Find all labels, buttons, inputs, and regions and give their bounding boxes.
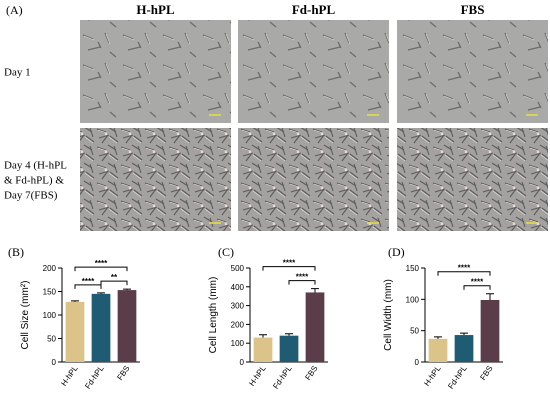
row-label: Day 1 [4,67,31,79]
y-tick-label: 100 [43,311,57,320]
error-bar [71,300,79,302]
y-tick-label: 50 [410,327,419,336]
significance-label: **** [458,264,471,273]
x-tick-label: Fd-hPL [271,364,294,391]
row-label: Day 4 (H-hPL [4,160,67,172]
bar [305,292,325,362]
micrograph [397,20,548,123]
error-bar [434,336,442,339]
y-tick-label: 100 [406,295,420,304]
row-label: & Fd-hPL) & [4,175,64,187]
bar [428,338,448,362]
error-bar [123,288,131,291]
column-header: Fd-hPL [292,2,336,17]
y-tick-label: 400 [231,283,245,292]
significance-label: ** [111,273,118,282]
significance-label: **** [82,277,95,286]
x-tick-label: FBS [478,364,494,382]
y-tick-label: 0 [240,358,245,367]
y-tick-label: 300 [231,302,245,311]
x-tick-label: H-hPL [59,364,80,388]
micrograph [238,20,389,123]
panel-label: (C) [218,245,234,259]
y-tick-label: 150 [406,264,420,273]
significance-bracket [288,280,316,285]
micrograph [397,128,548,231]
error-bar [311,288,319,293]
y-tick-label: 0 [415,358,420,367]
significance-bracket [74,266,128,272]
x-tick-label: Fd-hPL [446,364,469,391]
error-bar [486,293,494,300]
y-tick-label: 150 [43,288,57,297]
bar [117,290,137,362]
micrograph [80,20,231,123]
y-tick-label: 100 [231,339,245,348]
row-label: Day 7(FBS) [4,190,58,202]
y-tick-label: 500 [231,264,245,273]
panel-label: (B) [8,245,24,259]
x-tick-label: FBS [115,364,131,382]
significance-label: **** [296,273,309,282]
bar [480,299,500,362]
significance-label: **** [283,259,296,268]
micrograph [238,128,389,231]
bar [253,337,273,362]
y-tick-label: 50 [47,335,56,344]
x-tick-label: H-hPL [422,364,443,388]
y-axis-label: Cell Length (mm) [208,277,219,354]
column-header: FBS [461,2,485,17]
y-axis-label: Cell Size (mm²) [20,281,31,350]
y-axis-label: Cell Width (mm) [383,279,394,351]
significance-bracket [262,266,316,271]
significance-bracket [100,280,128,286]
error-bar [285,333,293,336]
significance-bracket [74,284,102,289]
error-bar [97,292,105,294]
bar [279,335,299,362]
x-tick-label: Fd-hPL [83,364,106,391]
panel-label: (D) [388,245,405,259]
error-bar [460,332,468,336]
y-tick-label: 200 [231,320,245,329]
error-bar [259,334,267,338]
significance-bracket [437,271,491,276]
x-tick-label: H-hPL [247,364,268,388]
x-tick-label: FBS [303,364,319,382]
micrograph [80,128,231,231]
y-tick-label: 200 [43,264,57,273]
significance-bracket [463,285,491,290]
column-header: H-hPL [136,2,175,17]
panel-label: (A) [6,3,23,17]
significance-label: **** [95,259,108,268]
significance-label: **** [471,278,484,287]
bar [91,293,111,362]
y-tick-label: 0 [52,358,57,367]
bar [454,335,474,362]
bar [65,301,85,362]
